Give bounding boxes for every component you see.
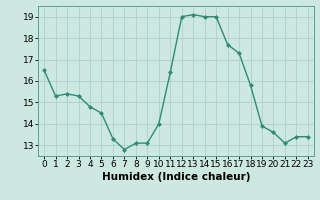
X-axis label: Humidex (Indice chaleur): Humidex (Indice chaleur) (102, 172, 250, 182)
